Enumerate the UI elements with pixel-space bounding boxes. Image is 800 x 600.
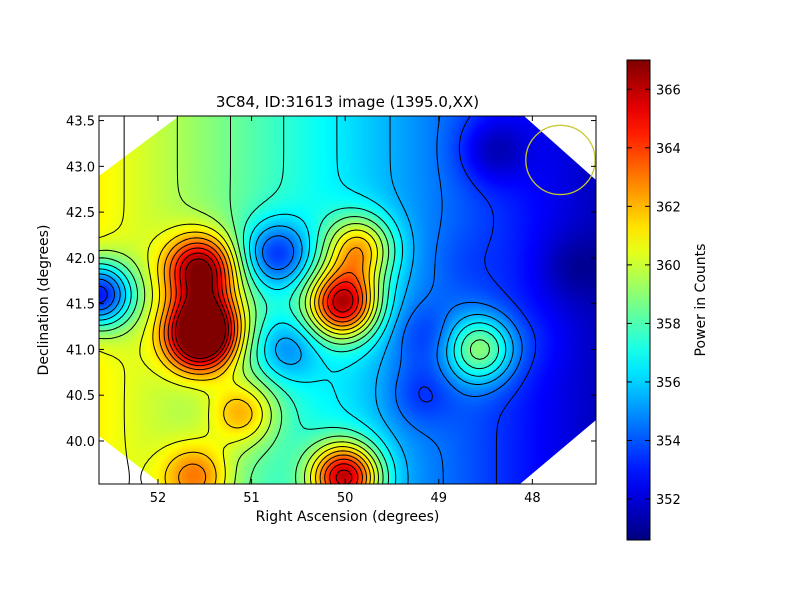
colorbar-gradient — [627, 60, 650, 540]
y-tick-label: 40.5 — [66, 389, 95, 404]
x-tick-label: 52 — [150, 491, 167, 506]
colorbar-tick-label: 354 — [656, 434, 681, 449]
coverage-mask — [99, 116, 179, 176]
coverage-mask — [520, 420, 596, 484]
y-tick-label: 41.5 — [66, 298, 95, 313]
contour-line — [99, 116, 523, 484]
y-tick-label: 41.0 — [66, 343, 95, 358]
contour-line — [158, 237, 368, 484]
y-tick-label: 42.5 — [66, 206, 95, 221]
mask-layer — [99, 116, 596, 484]
x-axis: 52 51 50 49 48 — [150, 116, 541, 506]
contour-line — [99, 116, 384, 484]
contour-line — [171, 252, 354, 484]
colorbar-tick-label: 364 — [656, 142, 681, 157]
y-axis-label: Declination (degrees) — [36, 225, 52, 376]
contour-line — [99, 116, 507, 484]
coverage-mask — [99, 436, 161, 484]
contour-line — [167, 247, 359, 484]
beam-circle — [525, 124, 596, 196]
colorbar-tick-label: 366 — [656, 83, 681, 98]
plot-area: 52 51 50 49 48 40.040.541.041.542.042.543.04… — [66, 115, 597, 506]
x-tick-label: 50 — [337, 491, 354, 506]
y-tick-label: 43.5 — [66, 115, 95, 130]
y-tick-label: 40.0 — [66, 435, 95, 450]
contour-line — [152, 231, 372, 484]
contour-line — [174, 258, 227, 359]
contour-layer — [99, 116, 537, 484]
contour-line — [99, 116, 500, 484]
contour-line — [99, 116, 378, 484]
coverage-mask — [524, 116, 596, 180]
colorbar-tick-label: 362 — [656, 200, 681, 215]
x-tick-label: 48 — [524, 491, 541, 506]
contour-line — [99, 116, 537, 484]
colorbar: 352 354 356 358 360 362 364 366 Power in Counts — [626, 59, 709, 541]
colorbar-tick-label: 360 — [656, 259, 681, 274]
x-axis-label: Right Ascension (degrees) — [256, 509, 440, 525]
y-axis: 40.0 40.5 41.0 41.5 42.0 42.5 43.0 43.5 — [66, 115, 596, 450]
chart-title: 3C84, ID:31613 image (1395.0,XX) — [216, 93, 479, 111]
colorbar-label: Power in Counts — [693, 244, 709, 357]
colorbar-ticks: 352 354 356 358 360 362 364 366 — [627, 83, 681, 508]
heatmap-image — [99, 116, 596, 484]
contour-line — [99, 116, 490, 484]
y-tick-label: 43.0 — [66, 160, 95, 175]
contour-line — [163, 242, 364, 484]
colorbar-tick-label: 358 — [656, 317, 681, 332]
contour-line — [99, 116, 514, 484]
plot-frame — [98, 115, 597, 485]
colorbar-tick-label: 356 — [656, 376, 681, 391]
colorbar-frame — [626, 59, 651, 541]
y-tick-label: 42.0 — [66, 252, 95, 267]
x-tick-label: 49 — [430, 491, 447, 506]
x-tick-label: 51 — [243, 491, 260, 506]
colorbar-tick-label: 352 — [656, 493, 681, 508]
